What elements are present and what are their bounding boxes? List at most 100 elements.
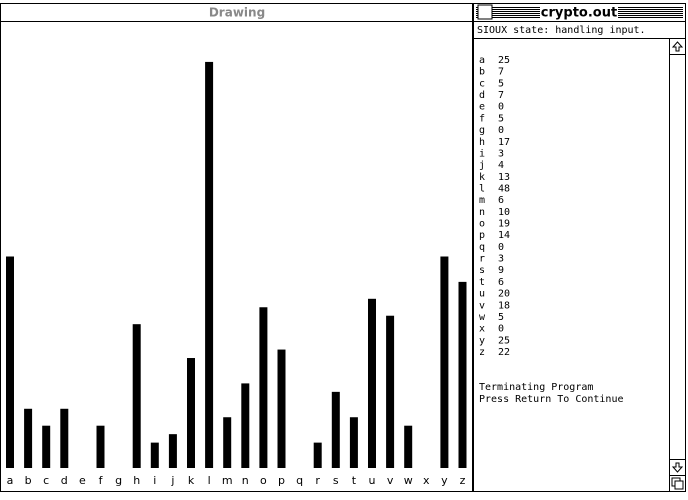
output-count: 6 [498,277,504,288]
bar-label: l [208,474,211,487]
output-count: 48 [498,183,510,194]
output-count: 0 [498,324,504,335]
bar [458,281,467,468]
output-window [473,3,686,492]
output-count: 3 [498,148,504,159]
output-count: 10 [498,207,510,218]
output-letter: x [479,324,485,335]
output-count: 18 [498,300,510,311]
bar-label: o [260,474,267,487]
bar [6,256,14,468]
output-count: 4 [498,160,504,171]
bar-label: f [99,474,104,487]
bar [132,324,141,468]
bar-label: a [7,474,14,487]
output-count: 6 [498,195,504,206]
output-count: 0 [498,125,504,136]
bar-label: x [423,474,430,487]
output-letter: q [479,242,485,253]
bar-label: u [369,474,376,487]
bar [42,425,51,468]
bar-label: r [315,474,320,487]
title-backdrop [540,5,618,20]
drawing-window [0,3,473,492]
arrow-icon [671,462,684,473]
output-letter: z [479,347,485,358]
bar [223,417,232,468]
output-count: 19 [498,219,510,230]
output-count: 9 [498,265,504,276]
close-box[interactable] [477,4,493,20]
bar [205,61,214,469]
output-letter: d [479,90,485,101]
output-letter: v [479,300,485,311]
bar-label: c [43,474,49,487]
arrow-icon [671,41,684,52]
bar [168,434,177,468]
output-count: 0 [498,102,504,113]
bar [187,358,195,468]
bar-label: s [333,474,339,487]
bar-label: k [188,474,195,487]
output-letter: l [479,183,485,194]
bar [349,417,358,468]
bar-label: z [460,474,466,487]
output-count: 17 [498,137,510,148]
output-letter: n [479,207,485,218]
bar-label: q [296,474,303,487]
bar-label: n [242,474,249,487]
output-letter: t [479,277,485,288]
output-letter: c [479,78,485,89]
bar-label: p [278,474,285,487]
output-letter: m [479,195,485,206]
output-letter: g [479,125,485,136]
bar-label: e [79,474,86,487]
bar-label: y [441,474,448,487]
grow-icon [674,480,684,490]
bar [241,383,250,468]
output-count: 5 [498,312,504,323]
bar [24,408,33,468]
bar [150,442,159,468]
output-letter: s [479,265,485,276]
window-title[interactable]: Drawing [209,6,265,20]
bar [440,256,449,468]
bar [368,298,376,468]
bar-label: j [170,474,174,487]
bar-label: t [352,474,357,487]
bar-label: m [222,474,233,487]
bar [331,391,340,468]
output-count: 3 [498,254,504,265]
output-letter: a [479,55,485,66]
output-count: 7 [498,90,504,101]
output-letter: i [479,148,485,159]
output-letter: r [479,254,485,265]
output-count: 14 [498,230,510,241]
output-line: Press Return To Continue [479,394,624,405]
bar-label: d [61,474,68,487]
bar [386,315,395,468]
bar-label: b [25,474,32,487]
output-letter: w [479,312,486,323]
bar [313,442,322,468]
bar-label: h [133,474,140,487]
bar-label: i [153,474,156,487]
output-count: 5 [498,78,504,89]
output-count: 25 [498,55,510,66]
output-letter: u [479,289,485,300]
bar [259,307,268,468]
bar-label: g [115,474,122,487]
output-letter: j [479,160,485,171]
output-count: 22 [498,347,510,358]
output-count: 13 [498,172,510,183]
window-title[interactable]: crypto.out [541,6,617,21]
output-letter: e [479,102,485,113]
output-letter: h [479,137,485,148]
output-count: 5 [498,113,504,124]
output-letter: f [479,113,485,124]
scrollbar[interactable] [669,38,686,492]
output-count: 7 [498,67,504,78]
output-letter: k [479,172,485,183]
output-letter: o [479,219,485,230]
